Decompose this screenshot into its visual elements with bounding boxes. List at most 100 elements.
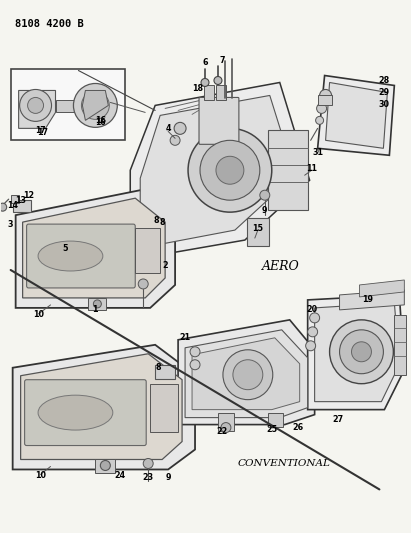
Text: 18: 18 — [192, 84, 203, 93]
Text: 8: 8 — [159, 217, 165, 227]
Polygon shape — [130, 83, 309, 260]
Text: 2: 2 — [162, 261, 168, 270]
Circle shape — [316, 116, 323, 124]
Text: 28: 28 — [379, 76, 390, 85]
Text: 26: 26 — [292, 423, 303, 432]
Polygon shape — [360, 280, 404, 297]
Polygon shape — [185, 330, 308, 417]
Polygon shape — [16, 190, 175, 308]
Text: 31: 31 — [312, 148, 323, 157]
Bar — [155, 365, 175, 379]
Polygon shape — [13, 345, 195, 470]
Circle shape — [221, 423, 231, 433]
Bar — [11, 195, 18, 203]
Circle shape — [339, 330, 383, 374]
Text: 21: 21 — [180, 333, 191, 342]
Circle shape — [320, 90, 332, 101]
Text: 19: 19 — [362, 295, 373, 304]
Text: 10: 10 — [33, 310, 44, 319]
Circle shape — [143, 458, 153, 469]
Text: 6: 6 — [202, 58, 208, 67]
Text: 23: 23 — [143, 473, 154, 482]
Bar — [216, 85, 226, 100]
Circle shape — [190, 347, 200, 357]
Polygon shape — [192, 338, 300, 410]
Circle shape — [233, 360, 263, 390]
Circle shape — [74, 84, 117, 127]
Bar — [55, 100, 76, 112]
Bar — [395, 315, 406, 375]
Text: 12: 12 — [23, 191, 34, 200]
Text: 9: 9 — [262, 206, 268, 215]
Bar — [95, 459, 115, 473]
Circle shape — [20, 90, 51, 122]
Circle shape — [201, 78, 209, 86]
Text: 5: 5 — [63, 244, 68, 253]
FancyBboxPatch shape — [25, 379, 146, 446]
Circle shape — [214, 77, 222, 84]
Circle shape — [174, 123, 186, 134]
Text: 8: 8 — [153, 216, 159, 224]
Bar — [268, 413, 283, 426]
Polygon shape — [23, 198, 165, 298]
Circle shape — [330, 320, 393, 384]
Polygon shape — [318, 76, 395, 155]
FancyBboxPatch shape — [27, 224, 135, 288]
Bar — [268, 131, 308, 210]
Text: 27: 27 — [332, 415, 343, 424]
Text: 9: 9 — [165, 473, 171, 482]
Text: 14: 14 — [7, 200, 18, 209]
Text: CONVENTIONAL: CONVENTIONAL — [238, 459, 331, 469]
Ellipse shape — [38, 241, 103, 271]
Polygon shape — [315, 303, 399, 402]
Circle shape — [200, 140, 260, 200]
Text: 8: 8 — [155, 363, 161, 372]
Bar — [204, 85, 214, 100]
Bar — [11, 69, 125, 140]
Bar — [13, 200, 30, 212]
Circle shape — [81, 92, 109, 119]
Text: 30: 30 — [379, 100, 390, 109]
Text: 25: 25 — [266, 425, 277, 434]
Circle shape — [260, 190, 270, 200]
Text: 16: 16 — [95, 116, 106, 125]
Circle shape — [316, 103, 327, 114]
Circle shape — [170, 135, 180, 146]
Circle shape — [216, 156, 244, 184]
Text: 4: 4 — [165, 124, 171, 133]
Text: 16: 16 — [95, 118, 106, 127]
Polygon shape — [83, 91, 109, 120]
Ellipse shape — [38, 395, 113, 430]
Text: 20: 20 — [306, 305, 317, 314]
Circle shape — [100, 461, 110, 471]
Polygon shape — [140, 95, 295, 248]
Bar — [218, 413, 234, 431]
Circle shape — [138, 279, 148, 289]
Circle shape — [306, 341, 316, 351]
Circle shape — [308, 327, 318, 337]
Polygon shape — [339, 290, 404, 310]
Text: 7: 7 — [219, 56, 225, 65]
Text: 17: 17 — [37, 128, 48, 137]
Bar — [135, 228, 160, 273]
FancyBboxPatch shape — [199, 98, 239, 144]
Text: 29: 29 — [379, 88, 390, 97]
Circle shape — [309, 313, 320, 323]
Text: AERO: AERO — [262, 260, 300, 273]
Text: 15: 15 — [252, 224, 263, 232]
Text: 17: 17 — [35, 126, 46, 135]
Polygon shape — [178, 320, 315, 425]
Polygon shape — [308, 295, 404, 410]
Text: 13: 13 — [15, 196, 26, 205]
Polygon shape — [18, 91, 55, 128]
Circle shape — [223, 350, 273, 400]
Bar — [318, 95, 332, 106]
Polygon shape — [326, 83, 388, 148]
Circle shape — [0, 203, 7, 211]
Circle shape — [28, 98, 44, 114]
Text: 22: 22 — [216, 427, 228, 436]
Text: 8108 4200 B: 8108 4200 B — [15, 19, 83, 29]
Circle shape — [93, 300, 102, 308]
Circle shape — [188, 128, 272, 212]
Text: 11: 11 — [306, 164, 317, 173]
